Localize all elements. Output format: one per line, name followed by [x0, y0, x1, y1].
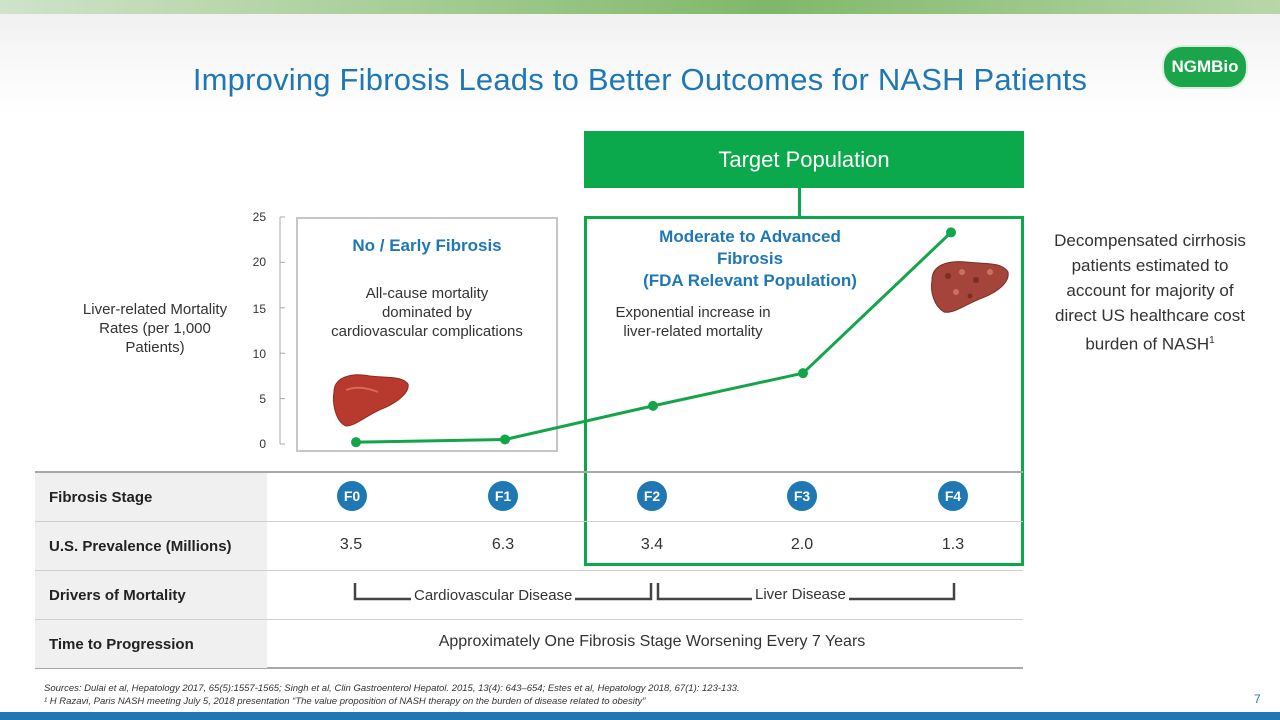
target-population-box [584, 216, 1024, 566]
stage-badge-f2: F2 [637, 481, 667, 511]
y-tick-label: 5 [259, 392, 266, 406]
note-line: direct US healthcare cost [1055, 306, 1245, 325]
data-point-f2 [648, 400, 658, 411]
mortality-series [351, 227, 956, 448]
stage-badge-f0: F0 [337, 481, 367, 511]
target-population-label: Target Population [584, 131, 1024, 188]
prevalence-value-f2: 3.4 [640, 536, 664, 553]
decompensated-note: Decompensated cirrhosis patients estimat… [1040, 228, 1260, 357]
advanced-title-line: Moderate to Advanced [659, 227, 841, 246]
cirrhotic-liver-icon [931, 261, 1009, 313]
row-label-prevalence: U.S. Prevalence (Millions) [35, 522, 267, 570]
early-fibrosis-box [296, 217, 558, 452]
table-row-divider [35, 570, 1023, 571]
data-point-f3 [798, 368, 808, 379]
y-tick-label: 20 [252, 255, 266, 269]
sources-line: Sources: Dulai et al, Hepatology 2017, 6… [44, 683, 740, 694]
page-number: 7 [1254, 692, 1261, 706]
data-point-f1 [500, 434, 510, 445]
stage-badge-f3: F3 [787, 481, 817, 511]
row-label-drivers: Drivers of Mortality [35, 571, 267, 619]
header-background [0, 14, 1280, 114]
advanced-text-line: Exponential increase in [615, 304, 771, 321]
note-line: patients estimated to [1071, 256, 1229, 275]
sources-footnote: Sources: Dulai et al, Hepatology 2017, 6… [44, 682, 740, 708]
early-fibrosis-text-line: cardiovascular complications [331, 323, 523, 340]
early-fibrosis-text: All-cause mortality dominated by cardiov… [296, 284, 558, 341]
note-line: Decompensated cirrhosis [1054, 231, 1246, 250]
row-label-fibrosis-stage: Fibrosis Stage [35, 473, 267, 521]
prevalence-value-f0: 3.5 [339, 536, 363, 553]
driver-cardiovascular: Cardiovascular Disease [411, 587, 576, 604]
prevalence-value-f1: 6.3 [491, 536, 515, 553]
target-connector-line [798, 188, 801, 216]
y-tick-marks [280, 216, 285, 445]
y-axis-label: Liver-related Mortality Rates (per 1,000… [82, 301, 228, 356]
advanced-title-line: (FDA Relevant Population) [643, 271, 857, 290]
advanced-text-line: liver-related mortality [623, 323, 763, 340]
advanced-fibrosis-title: Moderate to Advanced Fibrosis (FDA Relev… [600, 226, 900, 292]
data-point-f4 [946, 227, 956, 238]
note-last-line: burden of NASH [1085, 334, 1210, 354]
early-fibrosis-title: No / Early Fibrosis [352, 236, 502, 255]
note-line: burden of NASH1 [1040, 328, 1260, 357]
y-tick-label: 25 [252, 210, 266, 224]
stage-badge-f4: F4 [938, 481, 968, 511]
healthy-liver-icon [333, 374, 409, 427]
y-tick-label: 0 [259, 437, 266, 451]
footnote-marker: 1 [1209, 335, 1215, 346]
table-row-divider [35, 619, 1023, 620]
y-tick-label: 15 [252, 302, 266, 316]
top-decorative-band [0, 0, 1280, 14]
time-to-progression-value: Approximately One Fibrosis Stage Worseni… [438, 633, 866, 650]
early-fibrosis-text-line: All-cause mortality [365, 285, 489, 302]
note-line: account for majority of [1066, 281, 1234, 300]
advanced-fibrosis-text: Exponential increase in liver-related mo… [598, 303, 788, 341]
stage-badge-f1: F1 [488, 481, 518, 511]
data-point-f0 [351, 437, 361, 448]
advanced-title-line: Fibrosis [716, 249, 784, 268]
row-label-time: Time to Progression [35, 620, 267, 668]
driver-liver: Liver Disease [752, 586, 849, 603]
early-fibrosis-text-line: dominated by [381, 304, 473, 321]
prevalence-value-f3: 2.0 [790, 536, 814, 553]
prevalence-value-f4: 1.3 [941, 536, 965, 553]
table-row-divider [35, 521, 1023, 522]
footnote-line: ¹ H Razavi, Paris NASH meeting July 5, 2… [44, 696, 646, 707]
table-bottom-border [35, 667, 1023, 669]
slide-title: Improving Fibrosis Leads to Better Outco… [192, 62, 1088, 97]
company-logo: NGMBio [1162, 45, 1248, 89]
bottom-band [0, 712, 1280, 720]
y-tick-label: 10 [252, 347, 266, 361]
table-top-border [35, 471, 1023, 473]
